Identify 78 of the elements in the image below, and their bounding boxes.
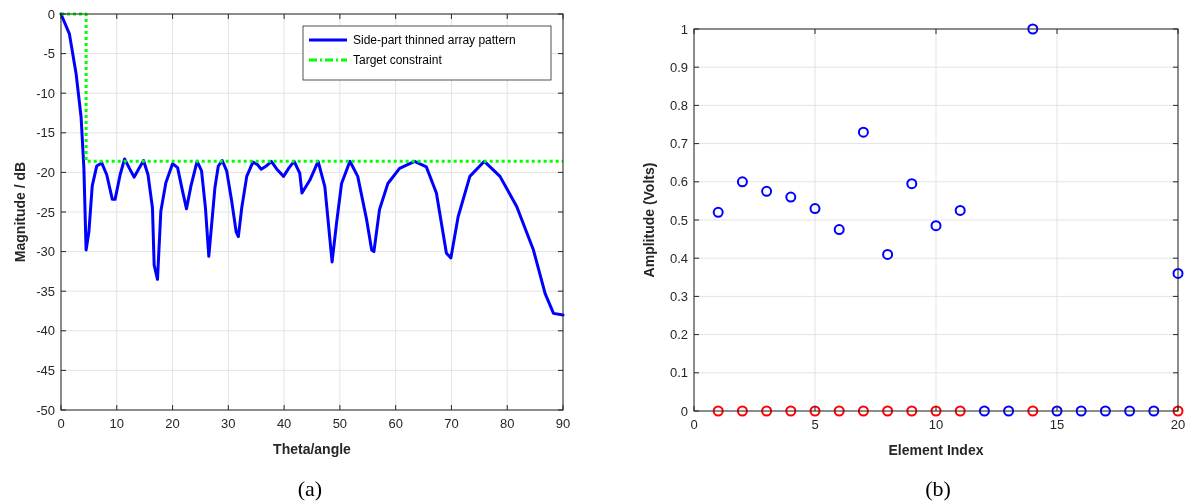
y-tick-label: 0: [47, 6, 55, 22]
point: [736, 176, 748, 188]
x-tick-label: 90: [555, 416, 571, 431]
x-axis-title: Element Index: [888, 442, 984, 458]
point: [954, 204, 966, 216]
y-tick-label: 0.1: [669, 365, 688, 381]
y-tick-label: -10: [36, 85, 55, 101]
x-tick-label: 70: [444, 416, 459, 431]
point: [761, 405, 773, 417]
y-tick-label: 0.4: [669, 250, 688, 266]
point: [1051, 405, 1063, 417]
y-axis-title: Magnitude / dB: [12, 161, 28, 263]
y-tick-label: 0.5: [669, 212, 688, 228]
y-tick-label: 0.8: [669, 97, 688, 113]
point: [736, 405, 748, 417]
x-tick-label: 30: [221, 416, 236, 431]
y-tick-label: 0.2: [669, 327, 688, 343]
y-tick-label: 0.7: [669, 136, 688, 152]
x-tick-label: 10: [109, 416, 125, 431]
x-tick-label: 20: [165, 416, 180, 431]
y-tick-label: -20: [36, 164, 55, 180]
point: [1148, 405, 1160, 417]
point: [785, 405, 797, 417]
point: [712, 206, 724, 218]
point: [833, 405, 845, 417]
point: [1099, 405, 1111, 417]
y-tick-label: 0.6: [669, 174, 688, 190]
x-tick-label: 15: [1049, 417, 1065, 432]
point: [930, 220, 942, 232]
y-tick-label: -50: [36, 402, 55, 418]
point: [930, 405, 942, 417]
point: [882, 248, 894, 260]
point: [906, 178, 918, 190]
y-tick-label: -30: [36, 244, 55, 260]
point: [809, 405, 821, 417]
y-tick-label: -15: [36, 125, 55, 141]
x-tick-label: 60: [388, 416, 403, 431]
point: [882, 405, 894, 417]
point: [954, 405, 966, 417]
legend-label: Target constraint: [353, 53, 443, 67]
x-tick-label: 40: [276, 416, 292, 431]
point: [1027, 405, 1039, 417]
x-tick-label: 10: [928, 417, 944, 432]
point: [712, 405, 724, 417]
point: [833, 224, 845, 236]
y-tick-label: -25: [36, 204, 55, 220]
y-tick-label: 0: [680, 403, 688, 419]
y-tick-label: -5: [43, 46, 55, 62]
point: [785, 191, 797, 203]
y-axis-title: Amplitude (Volts): [641, 162, 657, 278]
point: [1172, 267, 1184, 279]
x-tick-label: 20: [1170, 417, 1186, 432]
point: [906, 405, 918, 417]
text: (b): [925, 476, 951, 501]
point: [761, 185, 773, 197]
point: [809, 203, 821, 215]
legend-label: Side-part thinned array pattern: [353, 33, 516, 47]
point: [1172, 405, 1184, 417]
x-axis-title: Theta/angle: [273, 441, 352, 457]
y-tick-label: 1: [680, 21, 688, 37]
x-tick-label: 5: [811, 417, 819, 432]
point: [1075, 405, 1087, 417]
y-tick-label: 0.9: [669, 59, 688, 75]
text: (a): [297, 476, 323, 501]
y-tick-label: 0.3: [669, 288, 688, 304]
x-tick-label: 50: [332, 416, 348, 431]
point: [857, 126, 869, 138]
point: [1027, 23, 1039, 35]
x-tick-label: 0: [690, 417, 698, 432]
point: [1124, 405, 1136, 417]
y-tick-label: -35: [36, 283, 55, 299]
x-tick-label: 80: [499, 416, 515, 431]
point: [1003, 405, 1015, 417]
x-tick-label: 0: [57, 416, 65, 431]
point: [978, 405, 990, 417]
point: [857, 405, 869, 417]
y-tick-label: -45: [36, 362, 55, 378]
y-tick-label: -40: [36, 323, 55, 339]
